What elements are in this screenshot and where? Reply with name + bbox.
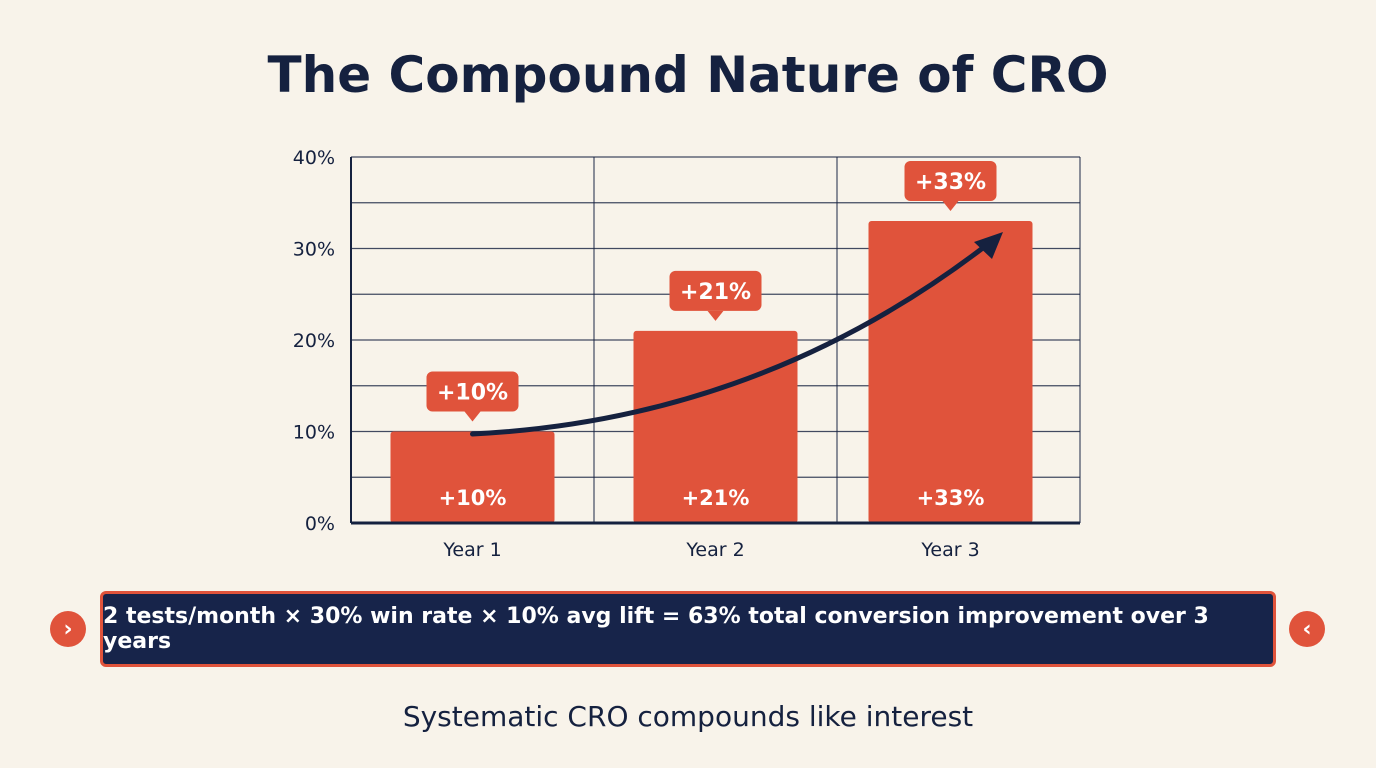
y-tick-label: 10%: [293, 422, 335, 444]
callout-bubble: [669, 270, 762, 311]
bar: [633, 330, 798, 523]
callout-label: +21%: [680, 280, 751, 305]
y-tick-label: 0%: [305, 513, 335, 535]
callout-bubble: [426, 371, 519, 412]
y-tick-label: 20%: [293, 330, 335, 352]
callout-pointer: [464, 411, 481, 422]
x-tick-label: Year 3: [920, 539, 979, 561]
chevron-right-icon[interactable]: ›: [50, 611, 86, 647]
x-tick-label: Year 2: [685, 539, 744, 561]
y-tick-label: 40%: [293, 147, 335, 169]
subtitle: Systematic CRO compounds like interest: [402, 700, 974, 733]
page-title: The Compound Nature of CRO: [267, 46, 1109, 104]
arrow-head-icon: [974, 232, 1003, 259]
callout-label: +10%: [437, 381, 508, 406]
callout-pointer: [707, 310, 724, 321]
callout-label: +33%: [915, 170, 986, 195]
y-tick-label: 30%: [293, 239, 335, 261]
bar-data-label: +33%: [917, 486, 985, 510]
trend-arrow: [470, 241, 991, 437]
x-tick-label: Year 1: [442, 539, 501, 561]
callout-pointer: [942, 201, 959, 212]
bar: [868, 221, 1033, 524]
callout-bubble: [904, 161, 997, 202]
bar-data-label: +10%: [439, 486, 507, 510]
bar-data-label: +21%: [682, 486, 750, 510]
chevron-left-icon[interactable]: ‹: [1289, 611, 1325, 647]
banner-text: 2 tests/month × 30% win rate × 10% avg l…: [103, 604, 1209, 654]
bar: [390, 431, 555, 523]
formula-banner: 2 tests/month × 30% win rate × 10% avg l…: [100, 591, 1276, 667]
